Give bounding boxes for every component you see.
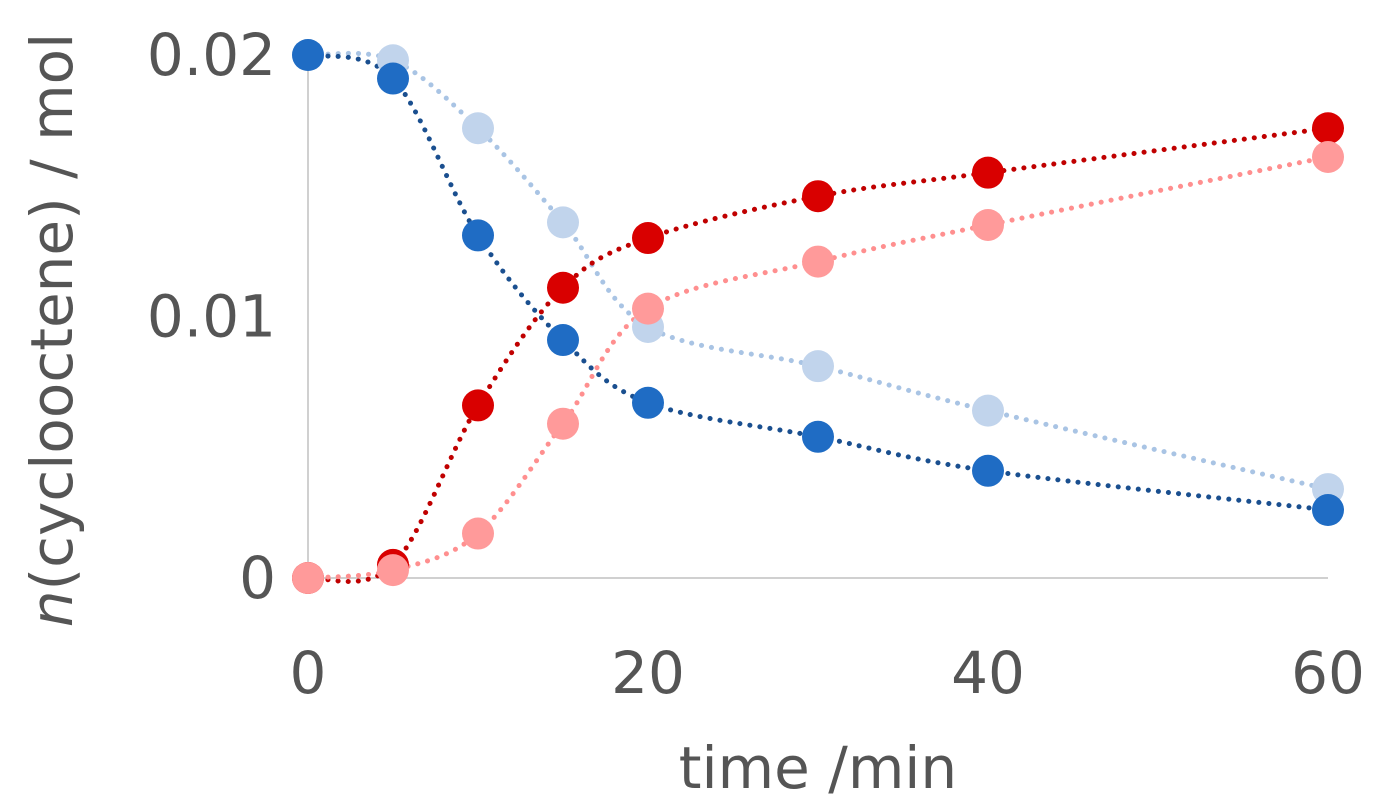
y-tick-label: 0.02: [147, 21, 276, 89]
data-point: [292, 562, 324, 594]
data-point: [292, 39, 324, 71]
series-lines: [305, 50, 1331, 585]
data-point: [462, 219, 494, 252]
y-tick-label: 0: [239, 544, 276, 612]
data-point: [462, 112, 494, 145]
series-points: [292, 39, 1344, 594]
data-point: [1312, 140, 1344, 173]
y-axis-title-rest: (cyclooctene) / mol: [18, 33, 86, 591]
data-point: [972, 454, 1004, 487]
data-point: [547, 206, 579, 239]
x-axis-title: time /min: [679, 734, 957, 802]
data-point: [632, 292, 664, 325]
data-point: [377, 554, 409, 587]
data-point: [547, 407, 579, 440]
data-point: [462, 517, 494, 550]
data-point: [632, 386, 664, 419]
data-point: [972, 394, 1004, 427]
data-point: [972, 156, 1004, 189]
y-tick-label: 0.01: [147, 283, 276, 351]
x-tick-labels: 0 20 40 60: [290, 639, 1365, 707]
x-tick-label: 60: [1291, 639, 1365, 707]
series-line: [305, 52, 1331, 513]
series-line: [305, 50, 1331, 492]
x-tick-label: 40: [951, 639, 1025, 707]
data-point: [802, 420, 834, 453]
y-axis-title: n(cyclooctene) / mol: [18, 33, 86, 627]
y-tick-labels: 0 0.01 0.02: [147, 21, 276, 612]
data-point: [547, 271, 579, 304]
data-point: [1312, 112, 1344, 145]
data-point: [802, 350, 834, 383]
data-point: [632, 222, 664, 255]
data-point: [802, 245, 834, 278]
data-point: [1312, 494, 1344, 527]
data-point: [547, 324, 579, 357]
data-point: [377, 62, 409, 95]
x-tick-label: 20: [611, 639, 685, 707]
y-axis-title-italic: n: [18, 590, 86, 627]
x-tick-label: 0: [290, 639, 327, 707]
data-point: [802, 180, 834, 213]
data-point: [972, 208, 1004, 241]
data-point: [462, 389, 494, 422]
